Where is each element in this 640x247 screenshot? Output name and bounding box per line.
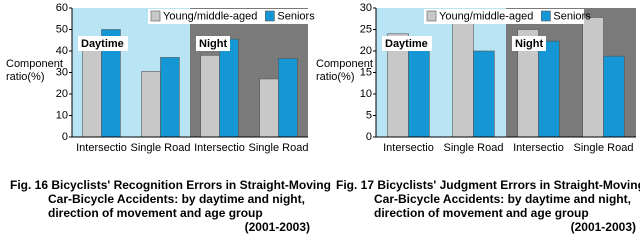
- bar: [582, 17, 604, 138]
- caption: (2001-2003): [571, 220, 636, 234]
- y-tick-label: 30: [360, 2, 372, 14]
- x-tick-label: Intersectio: [513, 142, 564, 154]
- bar: [160, 57, 180, 138]
- period-label-bg: [196, 36, 230, 51]
- x-tick-label: Intersectio: [383, 142, 434, 154]
- period-label-bg: [512, 36, 546, 51]
- bar: [219, 38, 239, 138]
- legend-label: Seniors: [277, 10, 315, 22]
- y-axis-label: ratio(%): [6, 71, 45, 83]
- caption: Fig. 17 Bicyclists' Judgment Errors in S…: [336, 178, 640, 192]
- y-tick-label: 60: [56, 2, 68, 14]
- y-tick-label: 10: [360, 88, 372, 100]
- y-tick-label: 40: [56, 45, 68, 57]
- bar: [141, 71, 161, 138]
- period-label-bg: [382, 36, 432, 51]
- bar: [452, 22, 474, 138]
- y-tick-label: 20: [360, 45, 372, 57]
- caption: Car-Bicycle Accidents: by daytime and ni…: [48, 192, 305, 206]
- legend-swatch: [265, 10, 275, 22]
- bar: [200, 54, 220, 138]
- y-tick-label: 15: [360, 66, 372, 78]
- bar: [603, 55, 625, 138]
- bar: [538, 40, 560, 138]
- caption: Fig. 16 Bicyclists' Recognition Errors i…: [10, 178, 331, 192]
- period-label-bg: [78, 36, 128, 51]
- period-label: Daytime: [81, 38, 124, 50]
- legend-label: Young/middle-aged: [163, 10, 257, 22]
- legend-swatch: [541, 10, 551, 22]
- x-tick-label: Intersectio: [76, 142, 127, 154]
- y-tick-label: 5: [366, 109, 372, 121]
- bar: [82, 38, 102, 138]
- period-label: Night: [515, 38, 543, 50]
- bar: [278, 58, 298, 138]
- y-tick-label: 30: [56, 66, 68, 78]
- y-tick-label: 50: [56, 23, 68, 35]
- legend-label: Seniors: [553, 10, 591, 22]
- y-tick-label: 20: [56, 88, 68, 100]
- caption: (2001-2003): [245, 220, 310, 234]
- legend-swatch: [150, 10, 161, 22]
- x-tick-label: Single Road: [249, 142, 309, 154]
- legend-swatch: [426, 10, 437, 22]
- caption: Car-Bicycle Accidents: by daytime and ni…: [374, 192, 631, 206]
- bar: [408, 45, 430, 138]
- y-axis-label: Component: [6, 58, 63, 70]
- period-label: Night: [199, 38, 227, 50]
- x-tick-label: Single Road: [444, 142, 504, 154]
- period-label: Daytime: [385, 38, 428, 50]
- legend-label: Young/middle-aged: [439, 10, 533, 22]
- y-tick-label: 0: [366, 131, 372, 143]
- bar: [473, 50, 495, 138]
- y-axis-label: Component: [316, 58, 373, 70]
- x-tick-label: Intersectio: [194, 142, 245, 154]
- y-tick-label: 0: [62, 131, 68, 143]
- y-tick-label: 25: [360, 23, 372, 35]
- caption: direction of movement and age group: [48, 206, 263, 220]
- caption: direction of movement and age group: [374, 206, 589, 220]
- x-tick-label: Single Road: [574, 142, 634, 154]
- y-tick-label: 10: [56, 109, 68, 121]
- y-axis-label: ratio(%): [316, 71, 355, 83]
- bar: [259, 78, 279, 138]
- x-tick-label: Single Road: [131, 142, 191, 154]
